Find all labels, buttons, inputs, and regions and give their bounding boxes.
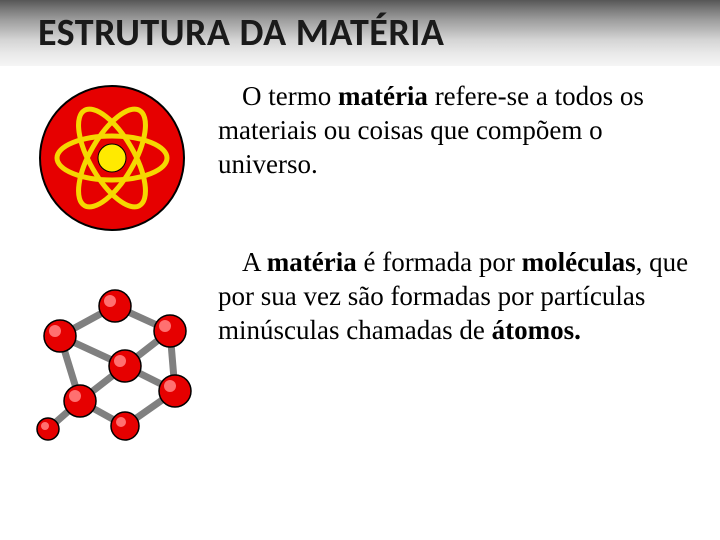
p2-bold3: átomos. [492,315,581,345]
p2-mid1: é formada por [357,247,522,277]
molecule-icon [30,281,205,451]
header-bar: ESTRUTURA DA MATÉRIA [0,0,720,66]
p2-bold2: moléculas [522,247,636,277]
paragraph-2: A matéria é formada por moléculas, que p… [218,246,708,347]
p2-pre: A [242,247,267,277]
paragraph-1: O termo matéria refere-se a todos os mat… [218,80,698,181]
p1-bold: matéria [338,81,428,111]
p1-pre: O termo [242,81,338,111]
atom-icon [30,76,195,246]
slide-title: ESTRUTURA DA MATÉRIA [38,10,444,56]
p2-bold1: matéria [267,247,357,277]
